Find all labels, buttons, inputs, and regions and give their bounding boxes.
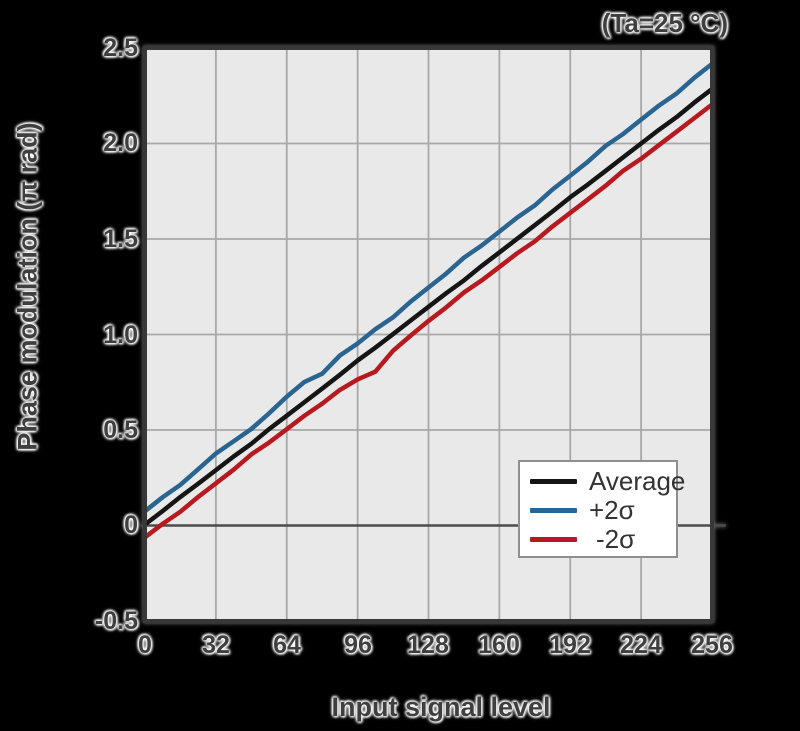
legend-item-average: Average bbox=[530, 466, 685, 496]
legend-label-plus2sigma: +2σ bbox=[589, 495, 635, 525]
y-tick-label-2-0: 2.0 bbox=[103, 129, 138, 157]
legend-item-plus2sigma: +2σ bbox=[530, 495, 676, 525]
x-tick-label-128: 128 bbox=[407, 631, 449, 659]
x-tick-label-256: 256 bbox=[691, 631, 733, 659]
legend: Average +2σ -2σ bbox=[518, 460, 685, 558]
x-tick-label-0: 0 bbox=[138, 631, 152, 659]
y-axis-title: Phase modulation (π rad) bbox=[12, 122, 43, 451]
y-tick-label-1-5: 1.5 bbox=[103, 225, 138, 253]
y-tick-label-0: 0 bbox=[124, 511, 138, 539]
minus2sigma-line-swatch bbox=[530, 537, 577, 542]
y-tick-label-2-5: 2.5 bbox=[103, 34, 138, 62]
x-tick-label-224: 224 bbox=[620, 631, 662, 659]
y-tick-label-neg-0-5: -0.5 bbox=[94, 607, 138, 635]
x-tick-label-32: 32 bbox=[202, 631, 230, 659]
condition-label: (Ta=25 °C) bbox=[601, 8, 728, 38]
plus2sigma-line-swatch bbox=[530, 508, 577, 513]
x-tick-label-192: 192 bbox=[549, 631, 591, 659]
average-line-swatch bbox=[530, 479, 577, 484]
x-tick-label-96: 96 bbox=[344, 631, 372, 659]
x-tick-label-160: 160 bbox=[478, 631, 520, 659]
legend-label-average: Average bbox=[589, 466, 686, 496]
y-tick-label-0-5: 0.5 bbox=[103, 416, 138, 444]
legend-item-minus2sigma: -2σ bbox=[530, 524, 676, 554]
legend-label-minus2sigma: -2σ bbox=[596, 524, 636, 554]
x-axis-title: Input signal level bbox=[331, 692, 551, 722]
y-tick-label-1-0: 1.0 bbox=[103, 321, 138, 349]
x-tick-label-64: 64 bbox=[273, 631, 301, 659]
